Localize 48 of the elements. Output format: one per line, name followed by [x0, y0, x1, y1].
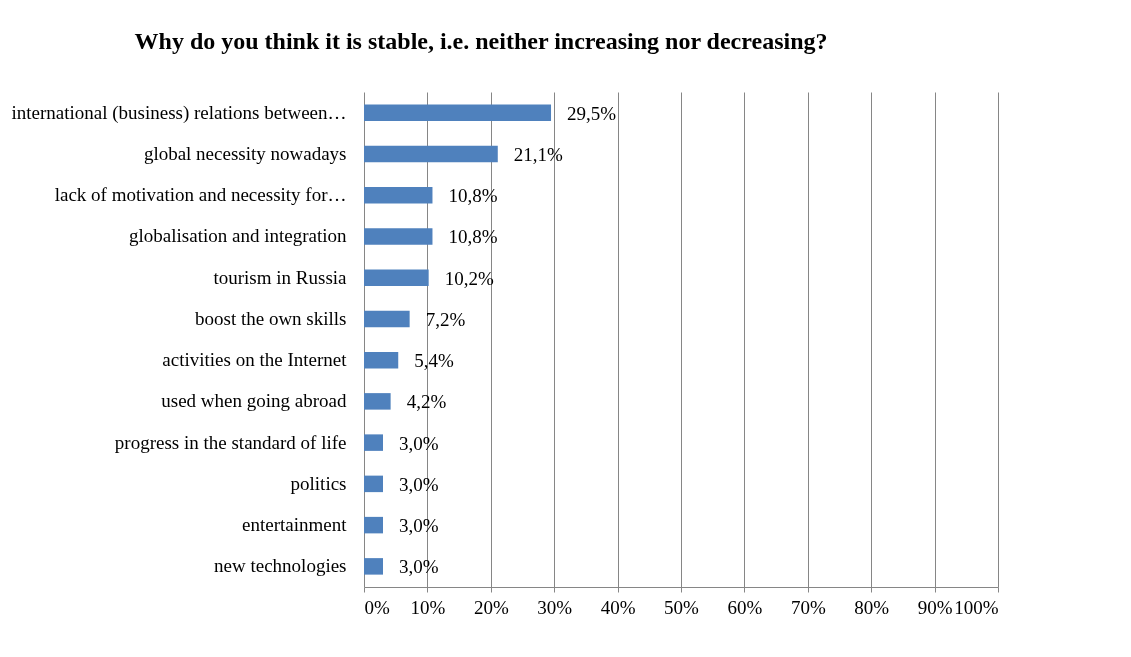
y-tick-label: new technologies [214, 555, 347, 577]
y-tick-label: lack of motivation and necessity for… [54, 184, 347, 206]
bar [364, 228, 433, 245]
data-label: 10,8% [448, 185, 498, 207]
x-tick-label: 60% [727, 596, 763, 618]
y-tick-label: politics [290, 472, 347, 494]
x-tick-label: 30% [537, 596, 573, 618]
x-tick-label: 100% [954, 596, 999, 618]
bar [364, 475, 384, 493]
data-label: 10,8% [448, 226, 498, 248]
y-tick-label: used when going abroad [161, 390, 347, 412]
y-tick-label: progress in the standard of life [114, 431, 347, 453]
data-label: 7,2% [425, 308, 466, 330]
x-tick-label: 10% [410, 596, 446, 618]
data-label: 3,0% [399, 515, 439, 537]
chart-title: Why do you think it is stable, i.e. neither increasing nor decreasing? [134, 28, 828, 54]
bar [364, 145, 498, 163]
data-label: 21,1% [513, 143, 564, 165]
x-tick-label: 50% [664, 596, 700, 618]
x-tick-label: 80% [854, 596, 890, 618]
x-tick-label: 70% [790, 596, 826, 618]
y-tick-label: global necessity nowadays [143, 142, 347, 164]
y-tick-label: activities on the Internet [162, 349, 348, 371]
bar [364, 434, 384, 451]
x-tick-label: 0% [364, 596, 390, 618]
x-tick-label: 20% [473, 596, 509, 618]
bar [364, 393, 391, 410]
data-label: 3,0% [399, 473, 439, 495]
y-tick-label: entertainment [242, 514, 348, 536]
y-tick-label: international (business) relations between… [11, 101, 347, 124]
data-label: 3,0% [399, 432, 439, 454]
x-tick-label: 90% [917, 596, 953, 618]
data-label: 4,2% [406, 391, 447, 413]
y-tick-label: globalisation and integration [129, 225, 347, 247]
bar [364, 310, 410, 328]
data-label: 3,0% [399, 556, 439, 578]
data-label: 10,2% [444, 267, 494, 289]
bar [364, 104, 552, 121]
data-label: 29,5% [567, 102, 617, 124]
data-label: 5,4% [414, 350, 454, 372]
bar [364, 186, 433, 204]
y-tick-label: tourism in Russia [213, 266, 348, 288]
bar [364, 351, 399, 369]
bar [364, 269, 429, 286]
y-tick-label: boost the own skills [195, 307, 347, 329]
bar [364, 558, 384, 575]
bar [364, 516, 384, 534]
x-tick-label: 40% [600, 596, 636, 618]
